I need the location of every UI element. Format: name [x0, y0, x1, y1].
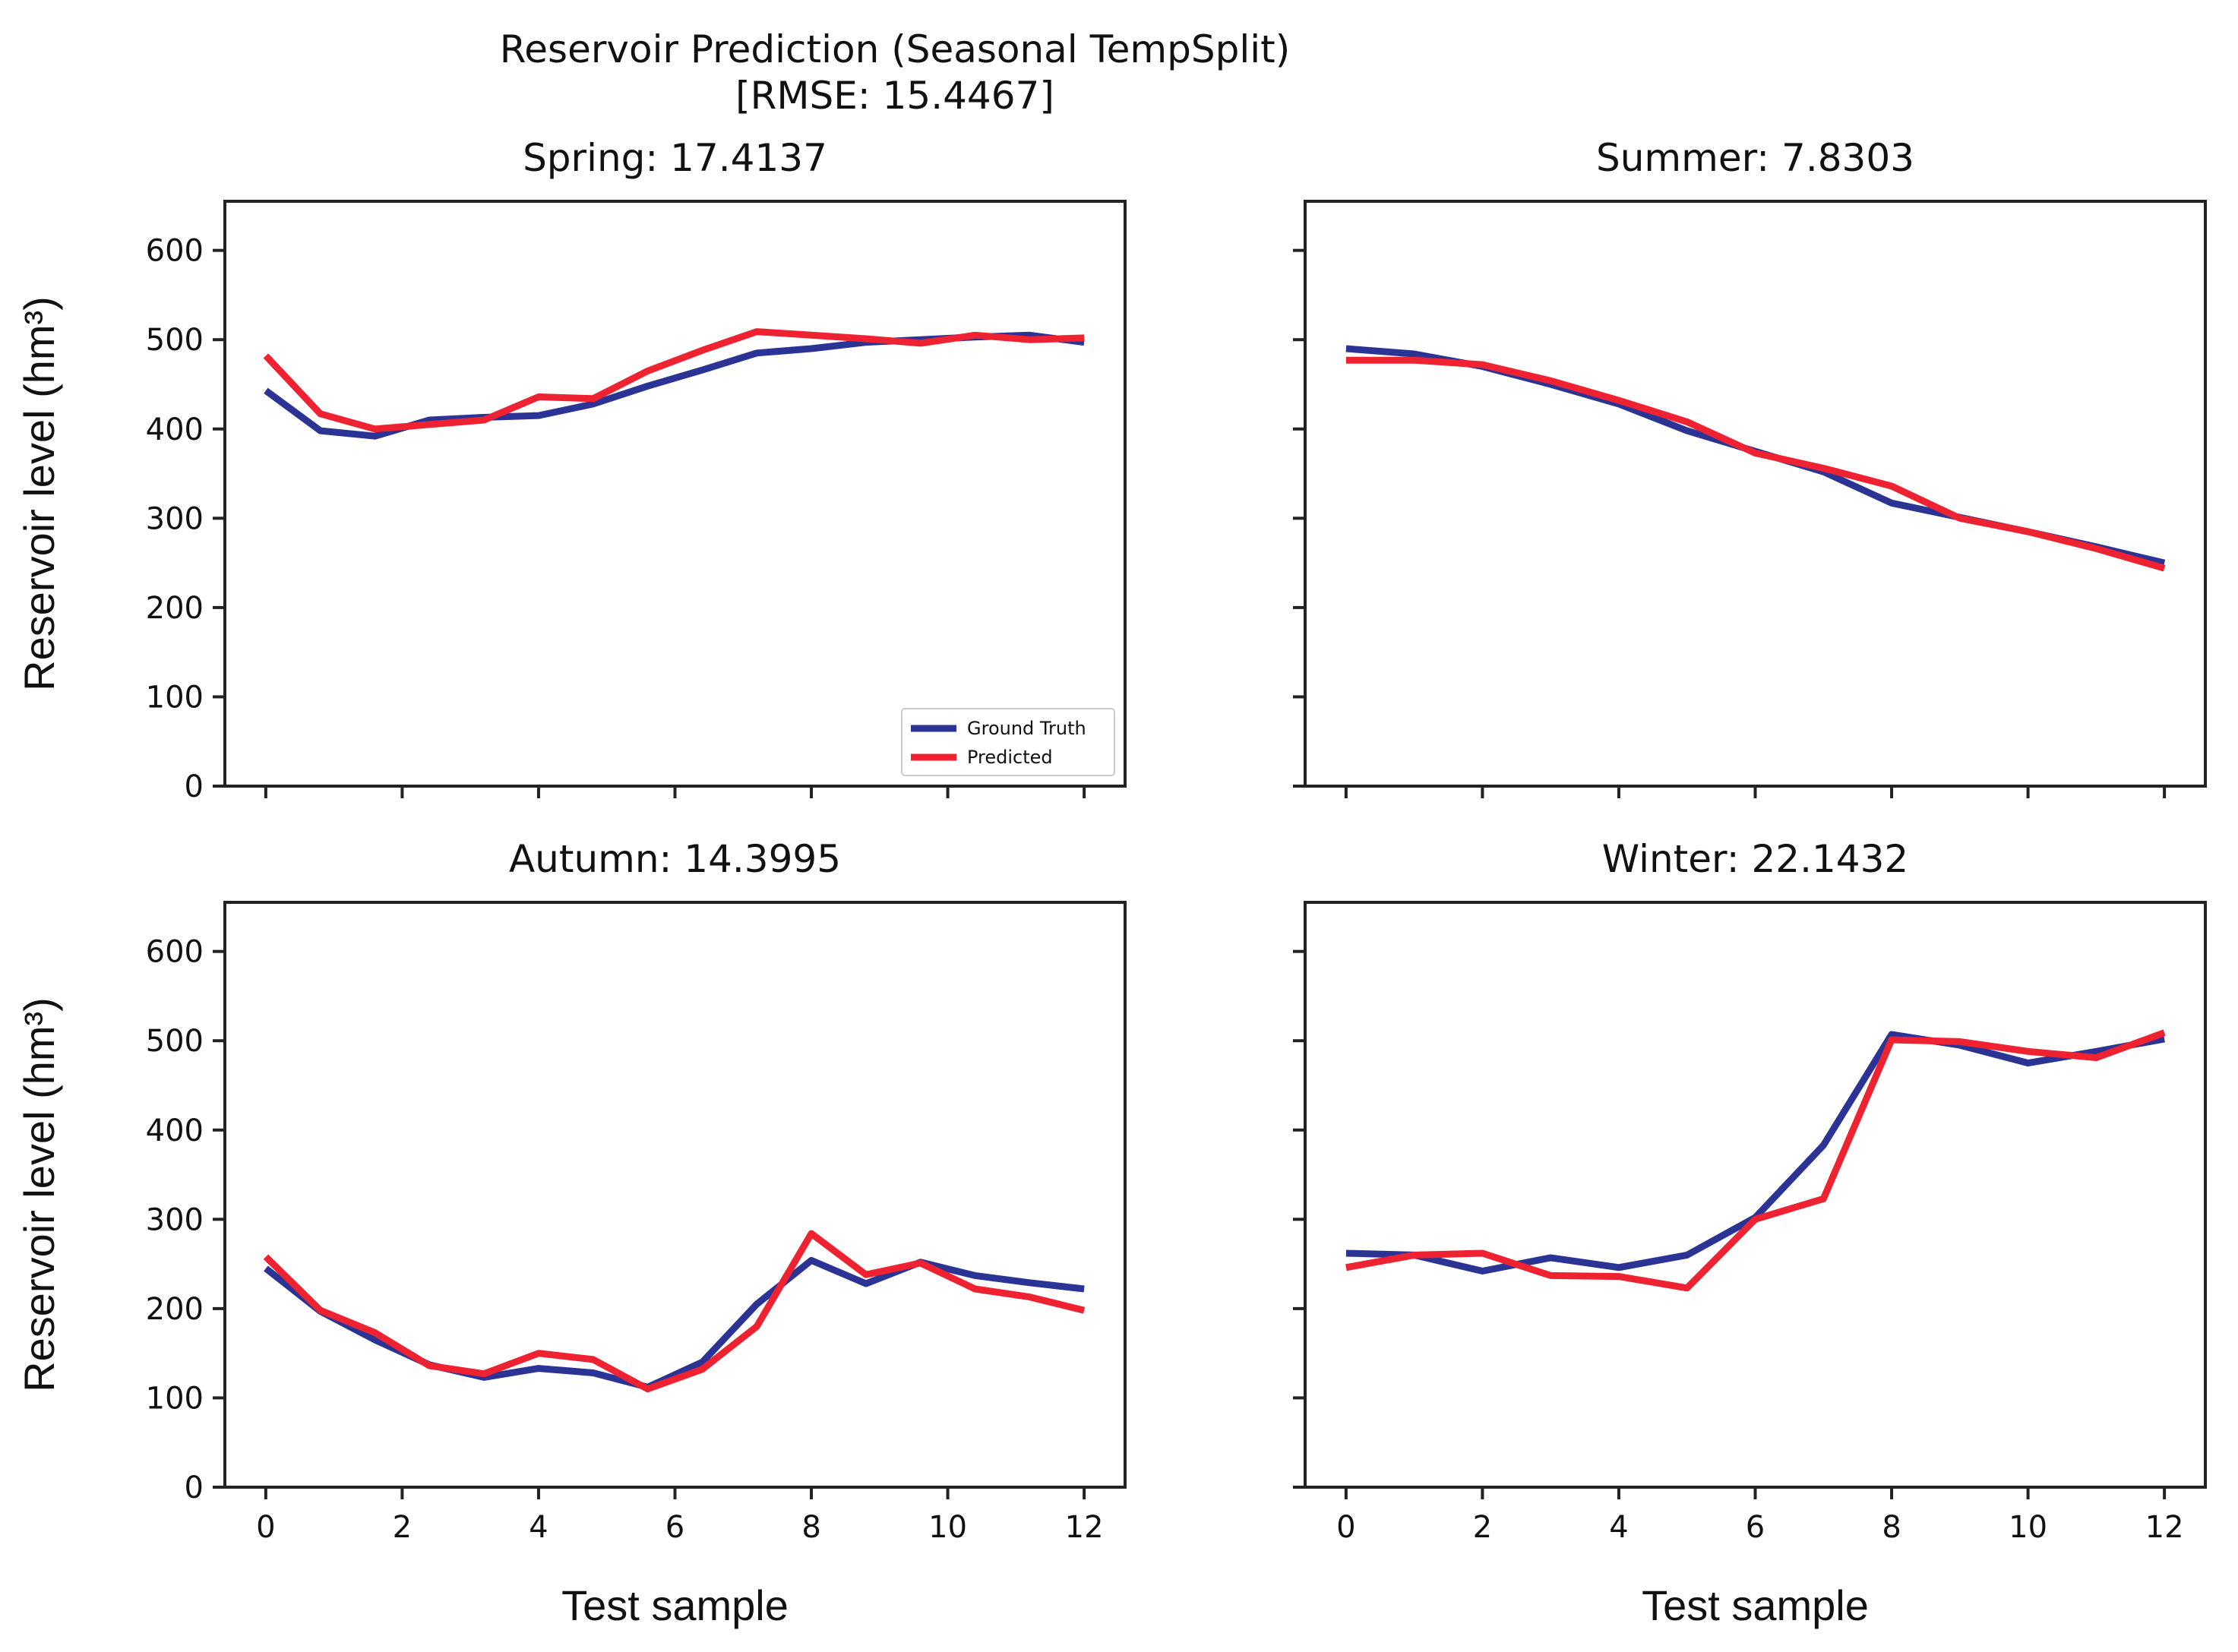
y-tick-label: 400 — [146, 1113, 204, 1148]
subplot-title: Winter: 22.1432 — [1602, 837, 1908, 881]
axes-frame — [223, 901, 1127, 1489]
x-tick-label: 12 — [1065, 1510, 1104, 1545]
y-tick-label: 600 — [146, 234, 204, 269]
y-tick-label: 500 — [146, 1024, 204, 1059]
axes-frame — [1304, 200, 2207, 788]
y-tick-label: 400 — [146, 412, 204, 447]
y-tick-label: 0 — [185, 1470, 204, 1505]
x-tick-label: 10 — [2009, 1510, 2047, 1545]
subplot-2: Summer: 7.8303 — [1293, 136, 2207, 798]
x-tick-label: 2 — [1473, 1510, 1492, 1545]
y-tick-label: 300 — [146, 501, 204, 536]
y-tick-label: 200 — [146, 1292, 204, 1327]
series-line-predicted — [1345, 1029, 2166, 1292]
y-tick-label: 100 — [146, 1381, 204, 1416]
x-tick-label: 4 — [529, 1510, 548, 1545]
y-axis-label: Reservoir level (hm³) — [15, 296, 63, 691]
x-tick-label: 4 — [1609, 1510, 1628, 1545]
subplots-group: Spring: 17.41370100200300400500600Reserv… — [15, 136, 2207, 1629]
y-tick-label: 100 — [146, 680, 204, 715]
y-tick-label: 600 — [146, 935, 204, 970]
subplot-4: Winter: 22.1432 0 2 4 6 8 10 12 Test sample — [1293, 837, 2207, 1629]
series-line-predicted — [263, 328, 1085, 433]
figure-subtitle: [RMSE: 15.4467] — [735, 74, 1054, 118]
x-tick-label: 0 — [1336, 1510, 1355, 1545]
x-axis-label: Test sample — [1642, 1581, 1869, 1629]
subplot-3: Autumn: 14.3995 0 100 200 300 400 500 600 0 2 4 6 8 1… — [15, 837, 1127, 1629]
y-axis-label: Reservoir level (hm³) — [15, 997, 63, 1392]
series-line-ground-truth — [1345, 1031, 2165, 1275]
x-tick-label: 6 — [1746, 1510, 1765, 1545]
legend: Ground Truth Predicted — [901, 708, 1115, 776]
x-tick-label: 8 — [801, 1510, 820, 1545]
series-line-predicted — [1345, 356, 2166, 572]
series-line-predicted — [263, 1230, 1086, 1393]
x-tick-label: 10 — [928, 1510, 967, 1545]
legend-label-predicted: Predicted — [967, 747, 1053, 768]
x-axis-label: Test sample — [561, 1581, 789, 1629]
subplot-1: Spring: 17.4137 0 100 200 300 400 500 600 Reserv… — [15, 136, 1127, 804]
axes-frame — [223, 200, 1127, 788]
axes-frame — [1304, 901, 2207, 1489]
x-tick-label: 0 — [256, 1510, 275, 1545]
subplot-title: Spring: 17.4137 — [523, 136, 827, 180]
subplot-title: Summer: 7.8303 — [1596, 136, 1914, 180]
y-tick-label: 200 — [146, 591, 204, 626]
y-tick-label: 300 — [146, 1202, 204, 1237]
legend-label-ground-truth: Ground Truth — [967, 718, 1086, 739]
x-tick-label: 6 — [665, 1510, 684, 1545]
x-tick-label: 2 — [393, 1510, 412, 1545]
y-tick-label: 500 — [146, 323, 204, 358]
figure-title: Reservoir Prediction (Seasonal TempSplit… — [500, 27, 1290, 71]
series-line-ground-truth — [264, 331, 1085, 440]
x-tick-label: 8 — [1882, 1510, 1901, 1545]
x-tick-label: 12 — [2145, 1510, 2184, 1545]
subplot-title: Autumn: 14.3995 — [509, 837, 841, 881]
y-tick-label: 0 — [185, 769, 204, 804]
